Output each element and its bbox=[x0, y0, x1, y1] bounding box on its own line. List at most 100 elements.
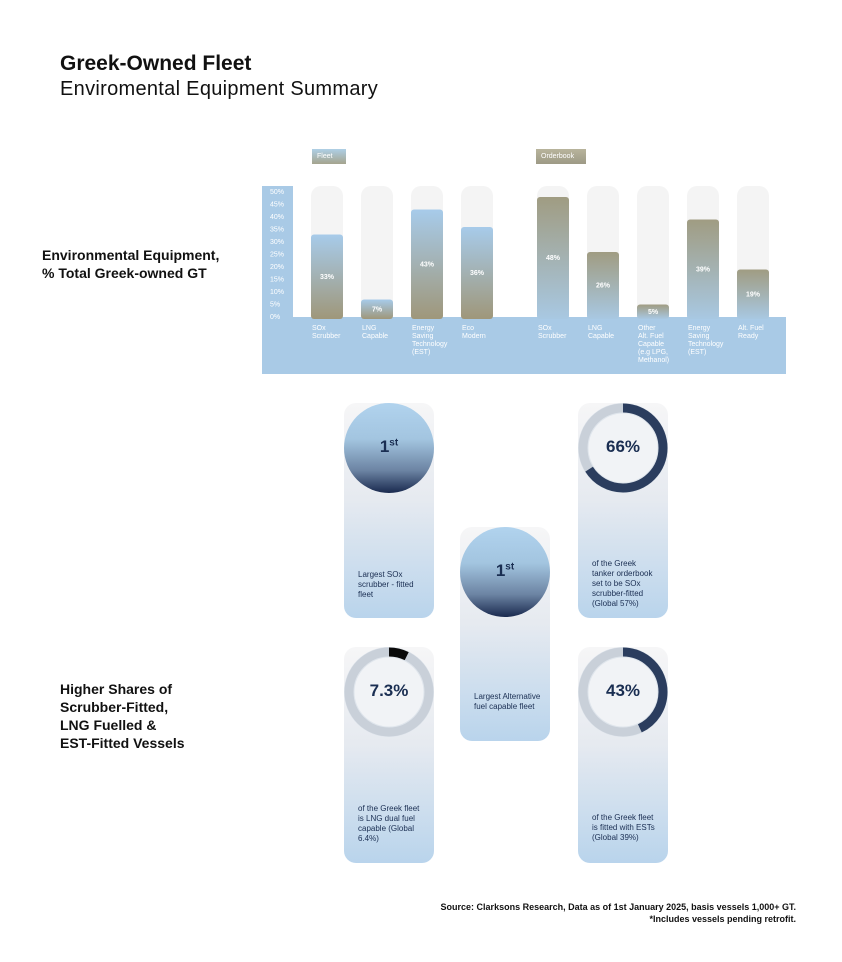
chart-label-panel bbox=[262, 317, 786, 374]
stat-description: of the Greek fleet is LNG dual fuel capa… bbox=[358, 804, 420, 843]
x-category-label-line: LNG bbox=[588, 325, 602, 332]
x-category-label-line: SOx bbox=[538, 325, 552, 332]
y-tick-label: 50% bbox=[270, 189, 284, 196]
stat-ordinal: st bbox=[389, 437, 399, 449]
legend-fleet: Fleet bbox=[312, 149, 346, 164]
x-category-label-line: Saving bbox=[412, 333, 434, 340]
bar-value-label: 26% bbox=[596, 283, 611, 290]
stat-description: of the Greek fleet is fitted with ESTs (… bbox=[592, 813, 655, 842]
footnote-line: *Includes vessels pending retrofit. bbox=[649, 914, 796, 924]
bar-track bbox=[361, 186, 393, 317]
bar-value-label: 39% bbox=[696, 266, 711, 273]
x-category-label-line: Alt. Fuel bbox=[738, 325, 764, 332]
x-category-label: SOx Scrubber bbox=[312, 325, 341, 340]
higher-shares-line: LNG Fuelled & bbox=[60, 717, 157, 733]
stat-value: 66% bbox=[605, 437, 641, 456]
bar bbox=[637, 304, 669, 319]
y-tick-label: 10% bbox=[270, 289, 284, 296]
x-category-label-line: Capable bbox=[638, 341, 664, 348]
environmental-label-line: Environmental Equipment, bbox=[42, 247, 220, 263]
stat-card-largest-sox: 1st Largest SOx scrubber - fitted fleet bbox=[344, 403, 434, 618]
bar bbox=[737, 269, 769, 319]
higher-shares-label: Higher Shares of Scrubber-Fitted, LNG Fu… bbox=[60, 680, 185, 752]
stat-value: 43% bbox=[605, 681, 641, 700]
source-line: Source: Clarksons Research, Data as of 1… bbox=[440, 902, 796, 912]
bar bbox=[461, 227, 493, 319]
bar bbox=[587, 252, 619, 319]
y-tick-label: 0% bbox=[270, 314, 280, 321]
y-tick-label: 30% bbox=[270, 239, 284, 246]
page-subtitle: Enviromental Equipment Summary bbox=[60, 78, 379, 100]
stat-ring bbox=[344, 647, 434, 737]
ring-inner bbox=[588, 657, 658, 727]
stat-ring bbox=[578, 403, 668, 493]
x-category-label-line: (e.g LPG, bbox=[638, 349, 668, 356]
x-category-label-line: Saving bbox=[688, 333, 710, 340]
stat-card-largest-alt-fuel: 1st Largest Alternative fuel capable fle… bbox=[460, 527, 550, 741]
bar-value-label: 36% bbox=[470, 270, 485, 277]
stat-value: 7.3% bbox=[369, 681, 409, 700]
x-category-label-line: Technology bbox=[412, 341, 448, 348]
x-category-label: Energy Saving Technology (EST) bbox=[412, 325, 448, 356]
x-category-label-line: Eco bbox=[462, 325, 474, 332]
x-category-label-line: Scrubber bbox=[538, 333, 567, 340]
bar bbox=[411, 209, 443, 319]
stat-card-tanker-orderbook: 66% of the Greek tanker orderbook set to… bbox=[578, 403, 668, 618]
x-category-label: SOx Scrubber bbox=[538, 325, 567, 340]
bar bbox=[311, 234, 343, 319]
ring-inner bbox=[588, 413, 658, 483]
y-tick-label: 20% bbox=[270, 264, 284, 271]
stat-ring bbox=[578, 647, 668, 737]
x-category-label: Other Alt. Fuel Capable (e.g LPG, Methanol) bbox=[638, 325, 669, 364]
x-category-label: Energy Saving Technology (EST) bbox=[688, 325, 724, 356]
y-tick-label: 25% bbox=[270, 252, 284, 259]
y-tick-label: 35% bbox=[270, 227, 284, 234]
stat-circle: 7.3% bbox=[344, 647, 434, 737]
x-category-label-line: Modern bbox=[462, 333, 486, 340]
stat-number: 1 bbox=[495, 561, 506, 580]
x-category-label-line: SOx bbox=[312, 325, 326, 332]
x-category-label: LNG Capable bbox=[588, 325, 614, 340]
bar-value-label: 7% bbox=[372, 306, 383, 313]
stat-circle: 1st bbox=[460, 527, 550, 617]
stat-circle: 1st bbox=[344, 403, 434, 493]
higher-shares-line: Scrubber-Fitted, bbox=[60, 699, 169, 715]
environmental-equipment-label: Environmental Equipment, % Total Greek-o… bbox=[42, 246, 219, 282]
x-category-label-line: (EST) bbox=[412, 349, 430, 356]
x-category-label: Eco Modern bbox=[462, 325, 486, 340]
bar-value-label: 33% bbox=[320, 274, 335, 281]
stat-value: 1st bbox=[344, 437, 434, 457]
ring-fill bbox=[344, 647, 434, 737]
bar-value-label: 5% bbox=[648, 309, 659, 316]
x-category-label-line: Methanol) bbox=[638, 357, 669, 364]
x-category-label-line: Capable bbox=[362, 333, 388, 340]
x-category-label-line: Energy bbox=[412, 325, 435, 332]
bar-value-label: 48% bbox=[546, 255, 561, 262]
legend-orderbook: Orderbook bbox=[536, 149, 586, 164]
y-tick-label: 45% bbox=[270, 202, 284, 209]
x-category-label-line: Other bbox=[638, 325, 656, 332]
bar-value-label: 43% bbox=[420, 261, 435, 268]
y-tick-label: 15% bbox=[270, 277, 284, 284]
x-category-label-line: Alt. Fuel bbox=[638, 333, 664, 340]
source-note: Source: Clarksons Research, Data as of 1… bbox=[441, 901, 796, 925]
environmental-label-line: % Total Greek-owned GT bbox=[42, 265, 207, 281]
bar bbox=[361, 299, 393, 319]
ring-inner bbox=[354, 657, 424, 727]
stat-circle: 43% bbox=[578, 647, 668, 737]
stat-card-est-fitted: 43% of the Greek fleet is fitted with ES… bbox=[578, 647, 668, 863]
y-tick-label: 40% bbox=[270, 214, 284, 221]
x-category-label-line: LNG bbox=[362, 325, 376, 332]
ring-fill bbox=[578, 647, 668, 737]
x-category-label-line: (EST) bbox=[688, 349, 706, 356]
y-tick-label: 5% bbox=[270, 302, 280, 309]
bar-track bbox=[637, 186, 669, 317]
stat-ordinal: st bbox=[505, 561, 515, 573]
x-category-label-line: Capable bbox=[588, 333, 614, 340]
bar bbox=[537, 197, 569, 319]
x-category-label: Alt. Fuel Ready bbox=[738, 325, 764, 340]
x-category-label-line: Scrubber bbox=[312, 333, 341, 340]
stat-card-lng-dual-fuel: 7.3% of the Greek fleet is LNG dual fuel… bbox=[344, 647, 434, 863]
x-category-label-line: Energy bbox=[688, 325, 711, 332]
page-title: Greek-Owned Fleet bbox=[60, 52, 252, 75]
